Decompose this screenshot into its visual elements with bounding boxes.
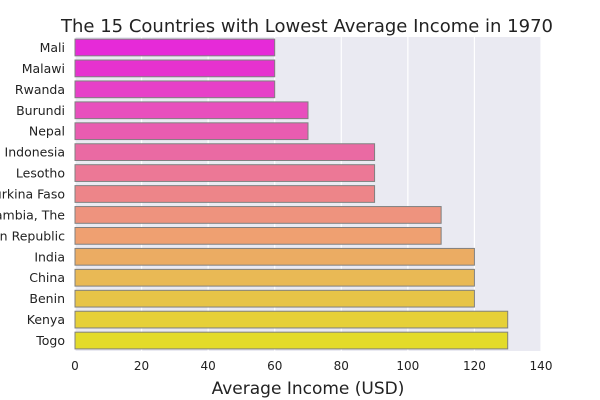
x-tick-label: 0	[71, 359, 79, 373]
bar	[74, 331, 509, 350]
category-label: Mali	[40, 40, 65, 55]
x-tick-label: 20	[134, 359, 149, 373]
bar	[74, 268, 475, 287]
category-labels: Mali Malawi Rwanda Burundi Nepal Indonesia Les…	[0, 40, 65, 348]
bar	[74, 206, 442, 224]
bar	[74, 101, 309, 120]
bar	[74, 59, 276, 78]
category-label: Togo	[35, 333, 65, 348]
x-tick-label: 40	[201, 359, 216, 373]
bar	[74, 310, 509, 329]
bar	[74, 164, 376, 182]
chart-title: The 15 Countries with Lowest Average Inc…	[60, 16, 553, 37]
bar	[74, 226, 442, 245]
x-tick-label: 60	[267, 359, 282, 373]
category-label: Kenya	[27, 312, 65, 327]
category-label: Gambia, The	[0, 207, 65, 222]
category-label: India	[34, 249, 65, 264]
category-label: Burundi	[16, 103, 65, 118]
x-tick-labels: 0 20 40 60 80 100 120 140	[71, 359, 552, 373]
bar	[74, 122, 309, 141]
category-label: Benin	[29, 291, 65, 306]
bar	[74, 80, 276, 99]
category-label: Burkina Faso	[0, 187, 65, 202]
x-tick-label: 80	[334, 359, 349, 373]
category-label: China	[29, 270, 65, 285]
x-tick-label: 140	[530, 359, 553, 373]
x-tick-label: 120	[463, 359, 486, 373]
category-label: Rwanda	[15, 82, 65, 97]
x-axis-label: Average Income (USD)	[212, 379, 405, 399]
bar	[74, 289, 475, 308]
bar	[74, 38, 276, 57]
category-label: Lesotho	[16, 166, 65, 181]
bars	[74, 38, 509, 350]
category-label: Malawi	[22, 61, 65, 76]
bar	[74, 247, 475, 266]
bar	[74, 143, 376, 162]
bar	[74, 185, 376, 203]
category-label: Central African Republic	[0, 228, 65, 243]
category-label: Nepal	[29, 124, 65, 139]
category-label: Indonesia	[5, 145, 65, 160]
x-tick-label: 100	[396, 359, 419, 373]
